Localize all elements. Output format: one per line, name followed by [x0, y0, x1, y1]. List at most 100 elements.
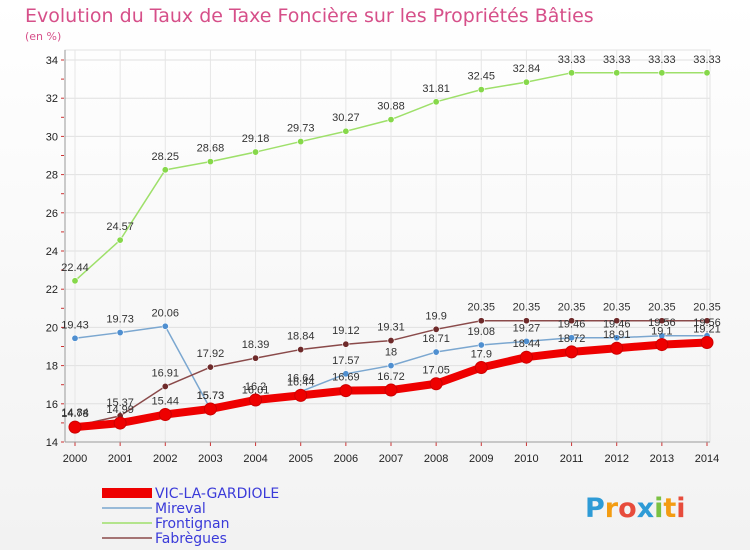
data-point-fabregues: [568, 317, 576, 325]
data-label-vic: 18.91: [603, 329, 631, 341]
data-label-fabregues: 20.35: [558, 302, 586, 314]
data-point-mireval: [342, 370, 350, 378]
data-label-vic: 15.44: [152, 395, 180, 407]
data-point-mireval: [613, 334, 621, 342]
x-tick-label: 2007: [379, 453, 403, 465]
series-fabregues: [71, 317, 711, 430]
data-point-vic: [158, 407, 172, 421]
data-point-vic: [610, 341, 624, 355]
data-point-vic: [700, 335, 714, 349]
data-label-mireval: 16.64: [287, 373, 315, 385]
data-point-vic: [655, 338, 669, 352]
data-point-vic: [113, 416, 127, 430]
data-label-mireval: 19.46: [603, 319, 631, 331]
data-point-fabregues: [342, 340, 350, 348]
data-point-frontignan: [477, 86, 485, 94]
data-label-vic: 17.9: [471, 349, 492, 361]
data-label-fabregues: 16.91: [152, 367, 180, 379]
data-label-vic: 15.73: [197, 390, 225, 402]
data-label-frontignan: 24.57: [106, 221, 134, 233]
series-frontignan: [71, 69, 711, 285]
y-tick-label: 20: [46, 322, 58, 334]
legend: VIC-LA-GARDIOLEMirevalFrontignanFabrègue…: [102, 486, 279, 547]
data-point-frontignan: [703, 69, 711, 77]
y-tick-label: 18: [46, 361, 58, 373]
data-point-frontignan: [613, 69, 621, 77]
data-label-fabregues: 20.35: [603, 302, 631, 314]
data-label-vic: 16.69: [332, 372, 360, 384]
data-point-vic: [294, 388, 308, 402]
data-label-fabregues: 19.12: [332, 325, 360, 337]
data-label-mireval: 16.01: [242, 385, 270, 397]
data-label-vic: 14.78: [61, 408, 89, 420]
x-tick-label: 2013: [650, 453, 674, 465]
series: [68, 69, 714, 434]
data-label-vic: 18.72: [558, 333, 586, 345]
x-tick-label: 2001: [108, 453, 132, 465]
data-label-vic: 16.2: [245, 381, 266, 393]
logo-letter: i: [676, 493, 685, 524]
data-label-mireval: 18.71: [422, 333, 450, 345]
data-label-mireval: 19.56: [648, 317, 676, 329]
data-point-vic: [203, 402, 217, 416]
logo-letter: P: [585, 493, 605, 524]
y-tick-label: 34: [46, 55, 58, 67]
data-point-fabregues: [252, 354, 260, 362]
data-label-fabregues: 20.35: [513, 302, 541, 314]
x-tick-label: 2008: [424, 453, 448, 465]
data-label-frontignan: 32.45: [468, 71, 496, 83]
data-point-vic: [339, 384, 353, 398]
y-tick-label: 32: [46, 93, 58, 105]
data-label-fabregues: 17.92: [197, 348, 225, 360]
data-label-vic: 14.99: [106, 404, 134, 416]
data-point-mireval: [568, 334, 576, 342]
data-point-mireval: [71, 334, 79, 342]
data-label-frontignan: 30.88: [377, 101, 405, 113]
x-tick-label: 2002: [153, 453, 177, 465]
data-label-frontignan: 33.33: [558, 54, 586, 66]
axes: 14 16 18 20 22 24 26 28 30 32 34 2000 2001 2002 2003 20…: [46, 50, 719, 465]
data-point-mireval: [161, 322, 169, 330]
data-label-vic: 19.21: [693, 323, 721, 335]
y-tick-label: 26: [46, 208, 58, 220]
data-point-frontignan: [342, 127, 350, 135]
y-tick-label: 30: [46, 131, 58, 143]
data-label-frontignan: 31.81: [422, 83, 450, 95]
data-point-fabregues: [161, 382, 169, 390]
logo-letter: x: [637, 493, 654, 524]
data-label-mireval: 15.73: [197, 390, 225, 402]
x-tick-label: 2004: [243, 453, 267, 465]
data-point-fabregues: [658, 317, 666, 325]
x-tick-label: 2006: [334, 453, 358, 465]
data-point-frontignan: [206, 158, 214, 166]
data-label-frontignan: 29.73: [287, 123, 315, 135]
data-point-frontignan: [71, 277, 79, 285]
data-labels: 22.44 24.57 28.25 28.68 29.18 29.73 30.27 30.88…: [61, 54, 721, 420]
data-label-fabregues: 19.9: [425, 310, 446, 322]
data-label-frontignan: 28.68: [197, 143, 225, 155]
data-label-frontignan: 22.44: [61, 262, 89, 274]
data-label-mireval: 20.06: [152, 307, 180, 319]
data-label-frontignan: 33.33: [648, 54, 676, 66]
data-point-fabregues: [522, 317, 530, 325]
data-point-fabregues: [703, 317, 711, 325]
data-point-fabregues: [613, 317, 621, 325]
x-tick-label: 2000: [63, 453, 87, 465]
legend-label: Frontignan: [155, 516, 230, 532]
x-tick-label: 2014: [695, 453, 719, 465]
data-point-mireval: [522, 337, 530, 345]
data-label-mireval: 18: [385, 347, 397, 359]
data-label-frontignan: 30.27: [332, 112, 360, 124]
data-point-vic: [249, 393, 263, 407]
data-label-mireval: 19.73: [106, 314, 134, 326]
data-point-frontignan: [116, 236, 124, 244]
data-point-fabregues: [206, 363, 214, 371]
chart-title: Evolution du Taux de Taxe Foncière sur l…: [25, 5, 594, 27]
x-tick-label: 2003: [198, 453, 222, 465]
data-label-fabregues: 20.35: [693, 302, 721, 314]
y-tick-label: 24: [46, 246, 58, 258]
data-label-fabregues: 18.84: [287, 331, 315, 343]
data-label-vic: 17.05: [422, 365, 450, 377]
x-tick-label: 2012: [604, 453, 628, 465]
